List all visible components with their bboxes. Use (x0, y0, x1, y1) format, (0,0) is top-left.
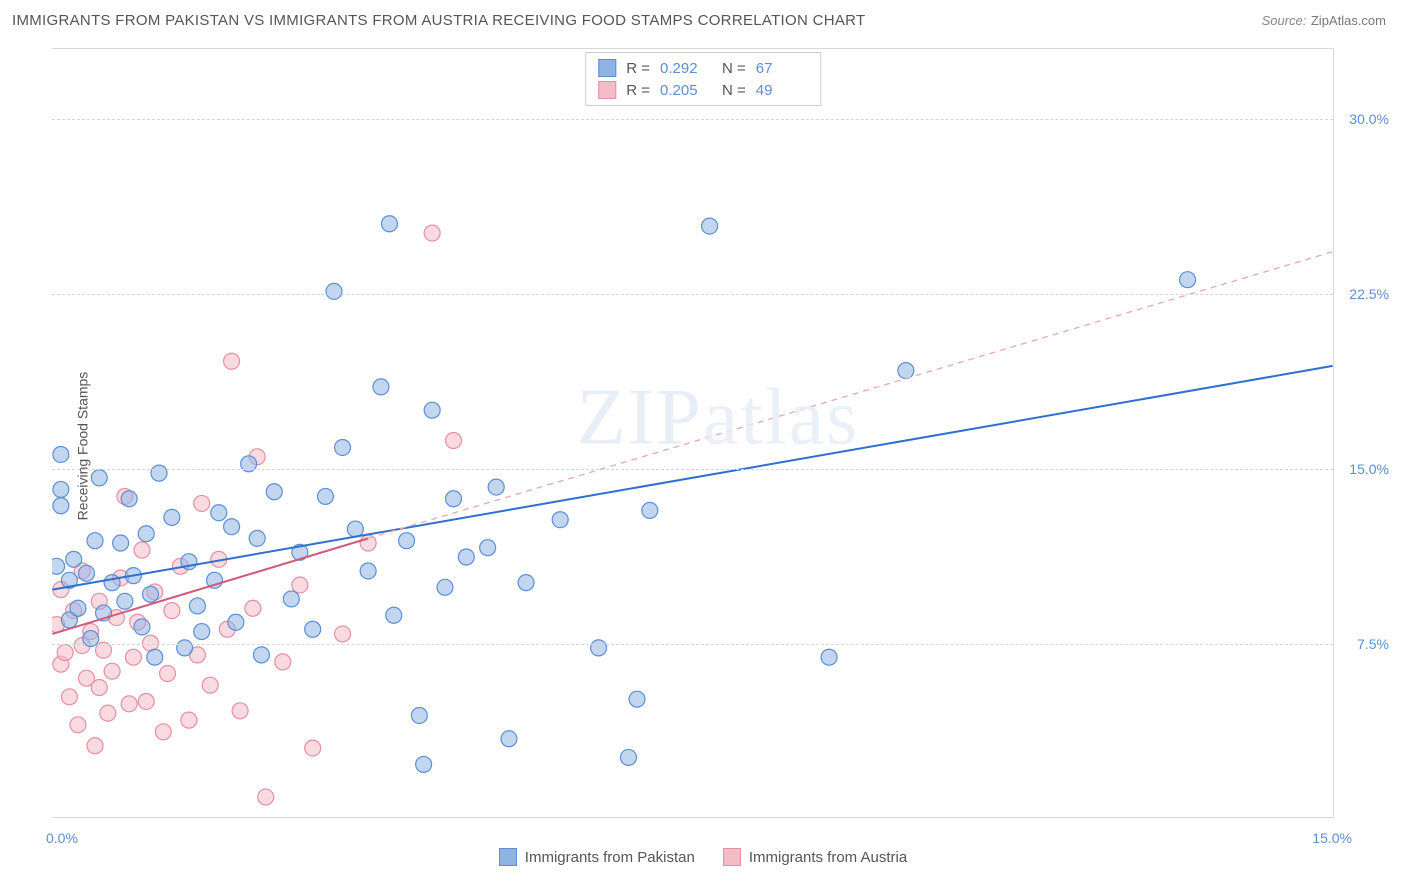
legend-item-pakistan: Immigrants from Pakistan (499, 848, 695, 866)
chart-title: IMMIGRANTS FROM PAKISTAN VS IMMIGRANTS F… (12, 12, 865, 29)
swatch-austria (598, 81, 616, 99)
chart-plot-area: ZIPatlas 7.5%15.0%22.5%30.0% (52, 48, 1334, 818)
legend-item-austria: Immigrants from Austria (723, 848, 907, 866)
y-tick-label: 7.5% (1357, 636, 1389, 652)
y-tick-label: 15.0% (1349, 461, 1389, 477)
swatch-austria-icon (723, 848, 741, 866)
correlation-legend: R = 0.292 N = 67 R = 0.205 N = 49 (585, 52, 821, 106)
source: Source: ZipAtlas.com (1262, 12, 1386, 30)
n-label-0: N = (722, 60, 746, 77)
swatch-pakistan-icon (499, 848, 517, 866)
swatch-pakistan (598, 59, 616, 77)
n-value-1: 49 (756, 82, 808, 99)
x-tick-0: 0.0% (46, 830, 78, 846)
y-tick-label: 22.5% (1349, 286, 1389, 302)
legend-label-austria: Immigrants from Austria (749, 849, 907, 866)
n-value-0: 67 (756, 60, 808, 77)
source-name: ZipAtlas.com (1311, 13, 1386, 28)
x-tick-1: 15.0% (1312, 830, 1352, 846)
legend-row-pakistan: R = 0.292 N = 67 (598, 57, 808, 79)
legend-row-austria: R = 0.205 N = 49 (598, 79, 808, 101)
legend-label-pakistan: Immigrants from Pakistan (525, 849, 695, 866)
series-legend: Immigrants from Pakistan Immigrants from… (0, 848, 1406, 866)
n-label-1: N = (722, 82, 746, 99)
source-label: Source: (1262, 13, 1307, 28)
r-label-0: R = (626, 60, 650, 77)
r-label-1: R = (626, 82, 650, 99)
x-axis: 0.0% 15.0% (52, 817, 1334, 818)
scatter-svg (52, 49, 1333, 818)
y-tick-label: 30.0% (1349, 111, 1389, 127)
r-value-0: 0.292 (660, 60, 712, 77)
r-value-1: 0.205 (660, 82, 712, 99)
